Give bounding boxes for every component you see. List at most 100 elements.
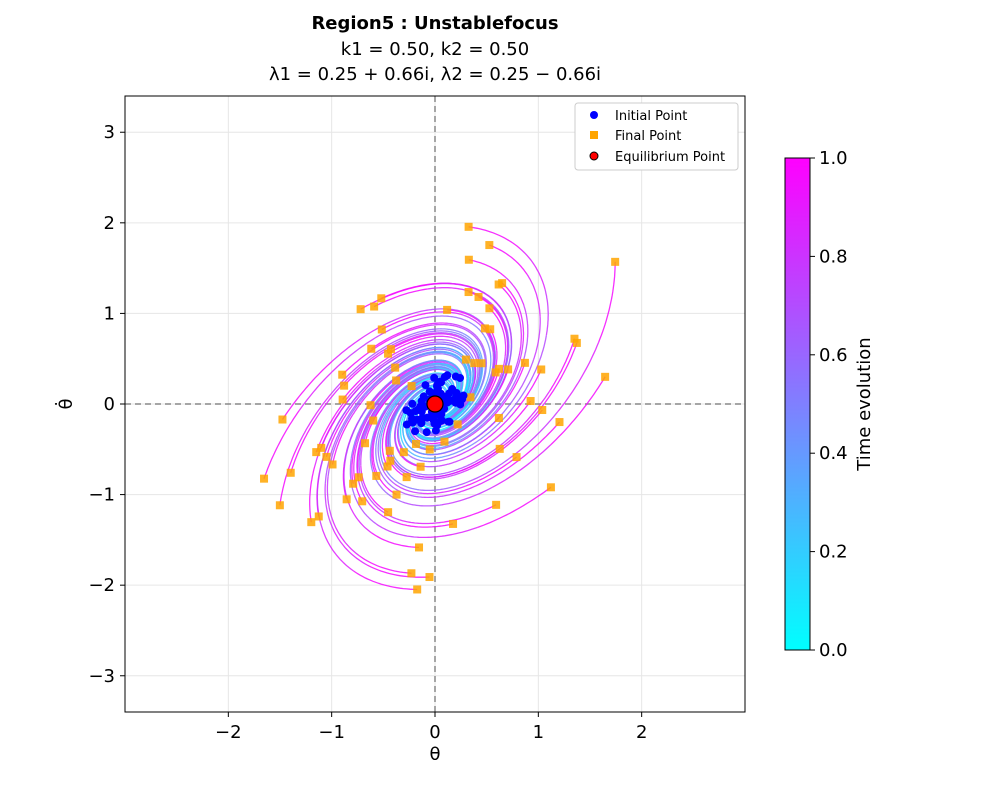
initial-point	[422, 428, 431, 437]
trajectory-segment	[367, 491, 389, 513]
trajectory-segment	[466, 337, 479, 353]
trajectory-segment	[433, 361, 447, 365]
colorbar-tick-label: 0.4	[819, 443, 848, 464]
final-point	[407, 382, 416, 391]
initial-point	[452, 389, 461, 398]
trajectory-segment	[389, 417, 396, 434]
trajectory-segment	[387, 387, 405, 406]
trajectory-segment	[315, 404, 343, 453]
trajectory-segment	[381, 427, 386, 448]
y-tick-label: −3	[88, 666, 115, 687]
trajectory-segment	[397, 429, 402, 445]
final-point	[377, 325, 386, 334]
trajectory-segment	[460, 424, 483, 441]
trajectory-segment	[480, 290, 505, 314]
trajectory-segment	[468, 226, 521, 250]
final-point	[492, 500, 501, 509]
trajectory-segment	[438, 431, 454, 438]
trajectory-segment	[484, 372, 497, 398]
trajectory-segment	[281, 360, 333, 420]
trajectory-segment	[380, 402, 394, 425]
trajectory-segment	[366, 395, 384, 420]
trajectory-segment	[405, 360, 430, 372]
trajectory-segment	[401, 501, 442, 507]
trajectory-segment	[406, 339, 434, 349]
trajectory-segment	[443, 351, 459, 359]
trajectory-segment	[353, 570, 418, 591]
trajectory-segment	[379, 463, 396, 485]
final-point	[572, 338, 581, 347]
trajectory-segment	[391, 378, 409, 394]
final-point	[538, 406, 547, 415]
trajectory-segment	[454, 341, 470, 352]
trajectory-segment	[389, 410, 399, 430]
trajectory-segment	[469, 396, 486, 417]
trajectory-segment	[370, 532, 420, 549]
trajectory-segment	[429, 333, 459, 338]
initial-point	[417, 419, 426, 428]
trajectory-segment	[356, 418, 368, 446]
trajectory-segment	[473, 418, 504, 444]
trajectory-segment	[375, 410, 386, 431]
trajectory-segment	[468, 375, 474, 392]
legend-equilibrium-marker	[589, 151, 599, 161]
y-ticks: −3 −2 −1 0 1 2 3	[88, 122, 125, 687]
trajectory-segment	[374, 392, 392, 414]
trajectory-segment	[387, 381, 406, 399]
trajectory-segment	[346, 499, 372, 534]
trajectory-segment	[314, 414, 339, 467]
trajectory-segment	[366, 564, 430, 578]
y-tick-label: 2	[104, 213, 115, 234]
trajectory-segment	[409, 384, 424, 396]
trajectory-segment	[445, 380, 451, 386]
y-tick-label: 0	[104, 394, 115, 415]
trajectory-segment	[544, 342, 578, 404]
trajectory-segment	[457, 345, 471, 358]
trajectory-segment	[404, 353, 432, 365]
trajectory-segment	[474, 397, 495, 421]
trajectory-segment	[393, 372, 416, 389]
trajectory-segment	[514, 343, 524, 375]
trajectory-segment	[514, 390, 551, 434]
final-point	[520, 358, 529, 367]
trajectory-segment	[400, 465, 420, 475]
trajectory-segment	[466, 370, 470, 386]
initial-point	[432, 382, 441, 391]
trajectory-segment	[376, 363, 406, 386]
trajectory-segment	[341, 369, 376, 406]
trajectory-segment	[433, 339, 456, 343]
x-axis-label: θ	[429, 744, 440, 765]
chart-title: Region5 : Unstablefocus	[311, 13, 558, 34]
trajectory-segment	[489, 244, 528, 275]
trajectory-segment	[406, 433, 414, 444]
trajectory-segment	[422, 335, 451, 340]
trajectory-segment	[394, 483, 423, 495]
initial-point	[442, 395, 451, 404]
final-point	[392, 376, 401, 385]
trajectory-segment	[332, 528, 368, 566]
trajectory-segment	[330, 357, 369, 395]
trajectory-segment	[393, 478, 420, 491]
initial-point	[445, 417, 454, 426]
final-point	[512, 453, 521, 462]
final-point	[392, 490, 401, 499]
trajectory-segment	[389, 407, 399, 426]
colorbar: 0.0 0.2 0.4 0.6 0.8 1.0 Time evolution	[784, 148, 875, 661]
trajectory-segment	[492, 306, 507, 330]
trajectory-segment	[482, 389, 507, 420]
x-tick-label: 2	[636, 722, 647, 743]
final-point	[307, 518, 316, 527]
trajectory-segment	[505, 355, 520, 391]
final-point	[354, 473, 363, 482]
final-point	[338, 370, 347, 379]
trajectory-segment	[405, 369, 424, 381]
final-point	[494, 413, 503, 422]
x-tick-label: 0	[429, 722, 440, 743]
trajectory-segment	[427, 456, 454, 463]
trajectory-segment	[479, 376, 492, 399]
trajectory-segment	[506, 331, 510, 361]
trajectory-segment	[327, 431, 342, 477]
trajectory-segment	[343, 461, 349, 501]
trajectory-segment	[403, 390, 416, 403]
trajectory-segment	[458, 326, 479, 341]
